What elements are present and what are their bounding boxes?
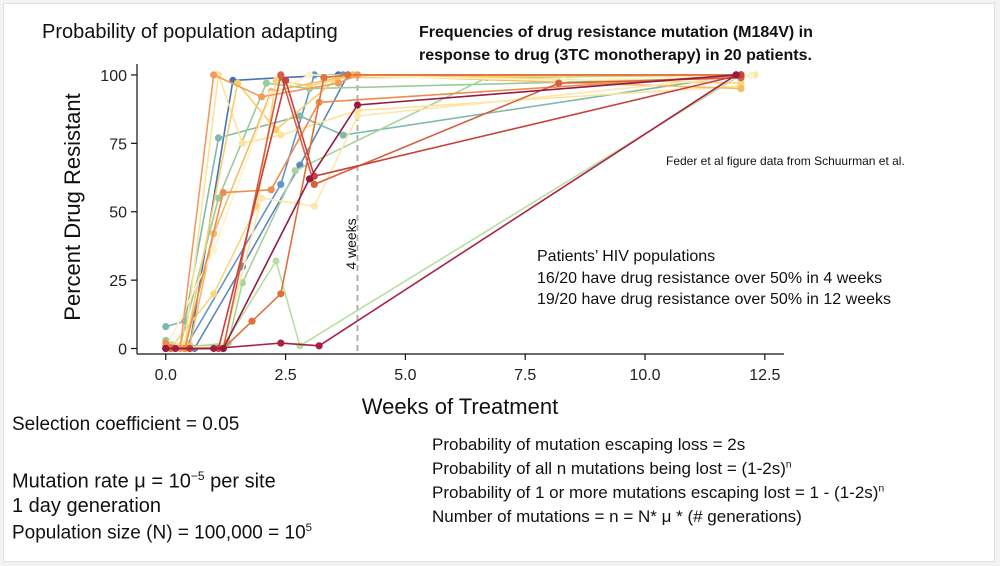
selection-coefficient: Selection coefficient = 0.05 [12,414,240,435]
data-point [277,339,285,347]
data-point [277,290,285,298]
data-point [258,194,266,202]
series-line-7 [170,74,741,350]
data-point [210,246,218,254]
chart-heading-line-2: response to drug (3TC monotherapy) in 20… [419,47,812,64]
data-point [272,257,280,265]
annotation-line-2: 19/20 have drug resistance over 50% in 1… [537,291,891,308]
data-point [310,202,318,210]
y-tick-label: 75 [109,136,127,153]
y-tick-label: 25 [109,273,127,290]
data-point [353,112,362,120]
data-point [219,344,227,353]
data-point [210,71,218,79]
data-point [214,134,223,142]
data-point [162,344,170,353]
data-point [310,180,318,188]
formula-number-of-mutations: Number of mutations = n = N* μ * (# gene… [432,507,802,526]
data-point [272,76,280,84]
chart-heading: Frequencies of drug resistance mutation … [419,21,813,67]
data-point [353,101,362,109]
formula-all-lost-prefix: Probability of all n mutations being los… [432,459,786,478]
data-point [214,194,223,202]
formula-one-or-more: Probability of 1 or more mutations escap… [432,483,884,503]
population-size: Population size (N) = 100,000 = 105 [12,522,312,544]
data-point [737,85,745,93]
formula-all-lost: Probability of all n mutations being los… [432,459,792,479]
data-point [277,131,285,139]
citation: Feder et al figure data from Schuurman e… [666,154,905,168]
mutation-rate-prefix: Mutation rate μ = 10 [12,470,191,493]
x-axis-label: Weeks of Treatment [362,394,558,419]
data-point [238,139,246,147]
data-point [262,79,270,87]
x-tick-label: 12.5 [749,367,780,384]
x-tick-label: 2.5 [274,367,296,384]
population-size-exponent: 5 [305,522,312,534]
data-point [210,290,218,298]
y-axis-label: Percent Drug Resistant [60,93,85,320]
annotation-line-1: 16/20 have drug resistance over 50% in 4… [537,270,883,287]
data-point [555,79,563,87]
slide: 0 25 50 75 100 0.0 2.5 5.0 7.5 10.0 12.5 Percent D… [3,3,995,562]
reference-line-label: 4 weeks [343,218,359,269]
mutation-rate-suffix: per site [204,470,276,493]
annotation-title: Patients’ HIV populations [537,248,716,265]
data-point [277,71,285,79]
data-point [737,79,745,87]
data-point [305,71,314,79]
data-point [162,339,170,347]
x-tick-label: 7.5 [514,367,536,384]
data-point [248,317,256,325]
formula-one-or-more-prefix: Probability of 1 or more mutations escap… [432,483,879,502]
data-point [746,71,755,79]
x-tick-label: 5.0 [394,367,416,384]
x-tick-label: 0.0 [155,367,177,384]
data-point [320,74,328,82]
data-point [267,186,275,194]
data-point [296,342,304,350]
data-point [732,71,740,79]
data-point [334,79,342,87]
y-tick-label: 0 [118,342,127,359]
left-title: Probability of population adapting [42,21,338,43]
formula-one-or-more-exponent: n [878,483,885,495]
data-point [296,112,304,120]
mutation-rate: Mutation rate μ = 10−5 per site [12,469,276,494]
data-point [339,131,347,139]
formula-escape-loss: Probability of mutation escaping loss = … [432,435,746,454]
mutation-rate-exponent: −5 [190,469,205,483]
data-point [219,189,227,197]
generation-time: 1 day generation [12,495,162,517]
y-tick-label: 50 [109,205,127,222]
series-line-4 [165,74,742,328]
data-point [277,180,285,188]
data-point [258,93,266,101]
data-point [282,76,290,84]
data-point [315,342,323,350]
data-point [305,175,314,183]
population-size-prefix: Population size (N) = 100,000 = 10 [12,522,306,544]
data-point [291,167,299,175]
chart: 0 25 50 75 100 0.0 2.5 5.0 7.5 10.0 12.5 Percent D… [60,64,784,419]
chart-heading-line-1: Frequencies of drug resistance mutation … [419,24,813,41]
data-point [344,71,352,79]
y-tick-label: 100 [100,68,127,85]
data-point [162,323,170,331]
formula-all-lost-exponent: n [785,459,792,471]
x-tick-label: 10.0 [629,367,660,384]
